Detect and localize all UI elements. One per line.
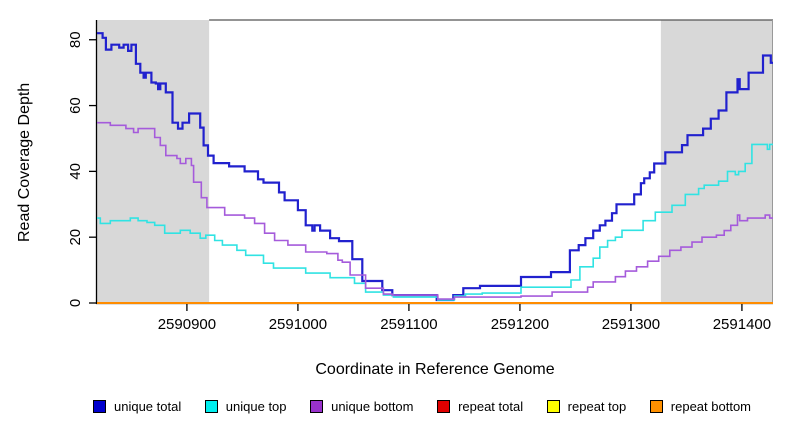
shaded-repeat-region-right <box>660 20 773 303</box>
series-line-unique-total <box>97 32 773 302</box>
x-tick-label-2591400: 2591400 <box>713 316 771 333</box>
x-tick-label-2591100: 2591100 <box>380 316 437 333</box>
legend-swatch-unique-bottom <box>310 400 324 413</box>
x-tick-label-2591200: 2591200 <box>491 316 549 333</box>
legend-label: repeat bottom <box>670 399 751 414</box>
legend-swatch-repeat-top <box>546 400 560 413</box>
y-tick-label-80: 80 <box>67 31 84 48</box>
legend-item-unique-top: unique top <box>204 399 287 414</box>
legend-label: repeat total <box>458 399 524 414</box>
legend-label: unique top <box>225 399 287 414</box>
y-tick-label-0: 0 <box>67 299 84 307</box>
legend-item-unique-total: unique total <box>93 399 181 414</box>
legend-swatch-unique-total <box>93 400 106 413</box>
legend-item-repeat-total: repeat total <box>437 399 523 414</box>
y-axis-title: Read Coverage Depth <box>16 82 33 242</box>
legend-swatch-repeat-bottom <box>649 400 663 413</box>
legend-label: repeat top <box>567 399 627 414</box>
legend-item-repeat-top: repeat top <box>546 399 627 414</box>
y-tick-label-40: 40 <box>67 163 84 180</box>
legend-swatch-unique-top <box>204 400 218 413</box>
x-tick-label-2591300: 2591300 <box>602 316 660 333</box>
legend: unique total unique top unique bottom repea… <box>93 399 751 414</box>
legend-item-repeat-bottom: repeat bottom <box>649 399 751 414</box>
x-tick-label-2591000: 2591000 <box>269 316 327 333</box>
shaded-repeat-region-left <box>97 20 210 303</box>
y-tick-label-60: 60 <box>67 97 84 114</box>
series-line-unique-bottom <box>97 121 773 300</box>
legend-swatch-repeat-total <box>437 400 451 413</box>
coverage-plot-canvas: 0 20 40 60 80 2590900 2591000 2591100 2591200 259… <box>67 19 773 333</box>
x-tick-label-2590900: 2590900 <box>158 316 216 333</box>
legend-item-unique-bottom: unique bottom <box>310 399 414 414</box>
y-tick-label-20: 20 <box>67 229 84 246</box>
legend-label: unique bottom <box>331 399 414 414</box>
legend-label: unique total <box>114 399 182 414</box>
x-axis-title: Coordinate in Reference Genome <box>315 361 555 378</box>
